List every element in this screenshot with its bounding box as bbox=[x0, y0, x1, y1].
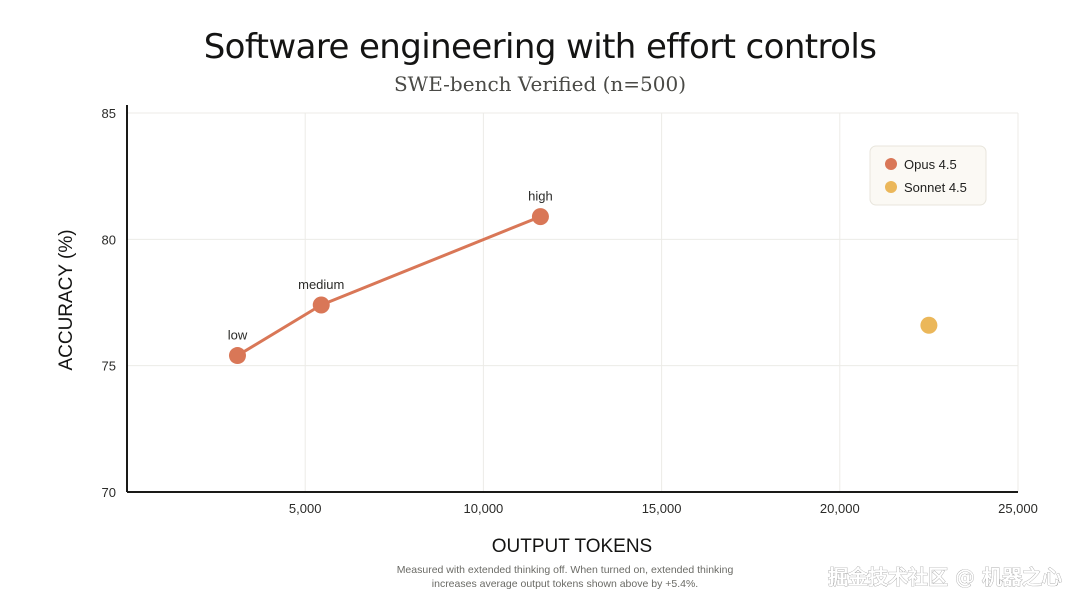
y-tick-label: 85 bbox=[102, 106, 116, 121]
series-sonnet-4-5 bbox=[920, 316, 938, 334]
data-point bbox=[920, 316, 938, 334]
series-line bbox=[235, 215, 542, 358]
legend: Opus 4.5 Sonnet 4.5 bbox=[869, 145, 987, 206]
y-axis-title: ACCURACY (%) bbox=[56, 229, 77, 370]
x-tick-label: 10,000 bbox=[464, 501, 504, 516]
y-tick-label: 70 bbox=[102, 485, 116, 500]
legend-label-sonnet: Sonnet 4.5 bbox=[904, 180, 967, 195]
data-point bbox=[228, 347, 246, 365]
watermark-text: 掘金技术社区 @ 机器之心 bbox=[828, 565, 1062, 589]
data-point-label: low bbox=[228, 328, 248, 343]
footnote-line-1: Measured with extended thinking off. Whe… bbox=[397, 564, 734, 576]
legend-swatch-opus bbox=[885, 158, 897, 170]
data-point-label: high bbox=[528, 189, 553, 204]
legend-box bbox=[869, 145, 987, 206]
data-point bbox=[312, 296, 330, 314]
data-point-label: medium bbox=[298, 277, 344, 292]
series-opus-4-5: low medium high bbox=[228, 189, 553, 365]
series: low medium high bbox=[228, 189, 938, 365]
x-tick-label: 5,000 bbox=[289, 501, 322, 516]
footnote-line-2: increases average output tokens shown ab… bbox=[432, 578, 698, 590]
legend-label-opus: Opus 4.5 bbox=[904, 157, 957, 172]
chart-title: Software engineering with effort control… bbox=[204, 27, 877, 67]
x-tick-label: 15,000 bbox=[642, 501, 682, 516]
grid bbox=[127, 112, 1019, 492]
x-tick-label: 20,000 bbox=[820, 501, 860, 516]
x-axis-title: OUTPUT TOKENS bbox=[492, 536, 652, 557]
legend-swatch-sonnet bbox=[885, 181, 897, 193]
axis-ticks: 5,000 10,000 15,000 20,000 25,000 70 75 80 85 bbox=[102, 106, 1038, 516]
y-tick-label: 80 bbox=[102, 232, 116, 247]
data-point bbox=[531, 208, 549, 226]
y-tick-label: 75 bbox=[102, 359, 116, 374]
chart-subtitle: SWE-bench Verified (n=500) bbox=[394, 72, 686, 96]
x-tick-label: 25,000 bbox=[998, 501, 1038, 516]
